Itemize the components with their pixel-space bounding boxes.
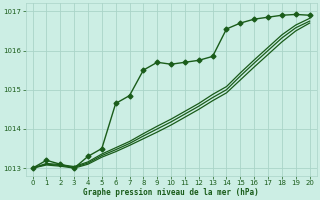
X-axis label: Graphe pression niveau de la mer (hPa): Graphe pression niveau de la mer (hPa) (83, 188, 259, 197)
